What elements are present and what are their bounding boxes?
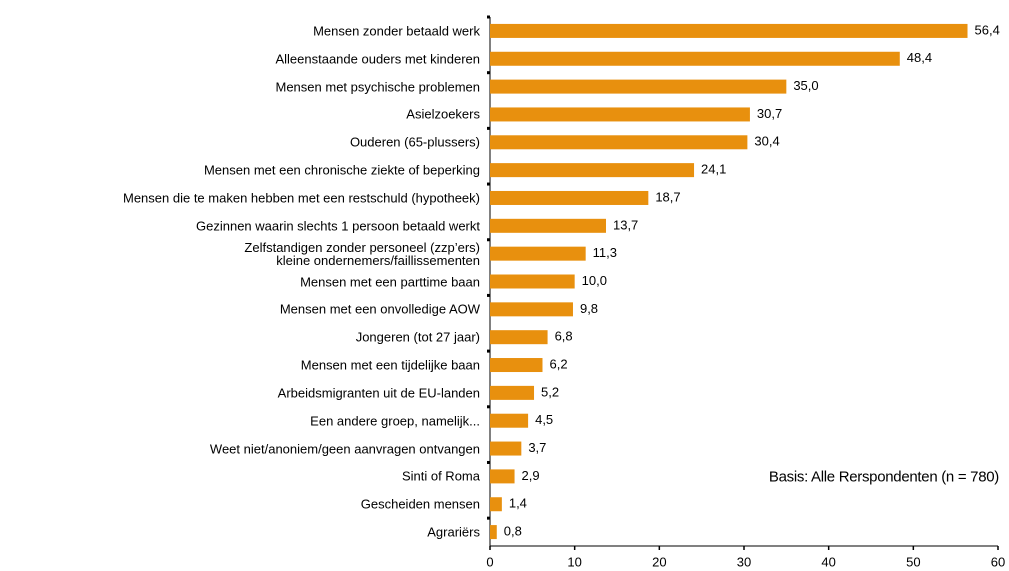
category-label: Gescheiden mensen — [360, 496, 480, 512]
category-label: Mensen met een chronische ziekte of bepe… — [203, 162, 480, 178]
category-label: Asielzoekers — [406, 106, 480, 122]
bar — [490, 330, 548, 345]
category-label: Sinti of Roma — [401, 468, 480, 484]
y-tick — [487, 293, 490, 297]
y-tick — [487, 15, 490, 19]
value-label: 6,2 — [549, 356, 567, 371]
value-label: 30,4 — [754, 134, 779, 149]
category-label: Mensen met een tijdelijke baan — [300, 357, 480, 373]
bar — [490, 79, 787, 94]
y-tick — [487, 182, 490, 186]
bar — [490, 497, 502, 512]
y-tick — [487, 238, 490, 242]
bar — [490, 525, 497, 540]
bar — [490, 190, 649, 205]
value-label: 48,4 — [907, 50, 932, 65]
category-label: Gezinnen waarin slechts 1 persoon betaal… — [196, 218, 480, 234]
value-label: 56,4 — [975, 22, 1000, 37]
x-tick-label: 30 — [737, 554, 751, 569]
category-label: Ouderen (65-plussers) — [349, 134, 480, 150]
bar — [490, 274, 575, 289]
category-label: Mensen met een parttime baan — [300, 274, 480, 289]
bar — [490, 51, 900, 66]
bar — [490, 246, 586, 261]
bar — [490, 358, 543, 373]
category-label: Arbeidsmigranten uit de EU-landen — [277, 385, 480, 401]
x-tick-label: 60 — [991, 554, 1005, 569]
value-label: 6,8 — [555, 329, 573, 344]
value-label: 9,8 — [580, 301, 598, 316]
y-tick — [487, 71, 490, 75]
value-label: 2,9 — [522, 468, 540, 483]
category-label: Zelfstandigen zonder personeel (zzp’ers)… — [244, 239, 480, 268]
bar — [490, 441, 522, 456]
y-tick — [487, 460, 490, 464]
value-label: 5,2 — [541, 384, 559, 399]
category-label: Alleenstaande ouders met kinderen — [275, 51, 480, 67]
value-label: 24,1 — [701, 162, 726, 177]
value-label: 4,5 — [535, 412, 553, 427]
value-label: 1,4 — [509, 496, 527, 511]
bar — [490, 163, 695, 178]
value-label: 30,7 — [757, 106, 782, 121]
bar — [490, 23, 968, 38]
y-tick — [487, 405, 490, 409]
category-label: Agrariërs — [427, 524, 480, 540]
bar — [490, 385, 535, 400]
bar — [490, 302, 573, 317]
annotation: Basis: Alle Rerspondenten (n = 780) — [768, 468, 999, 486]
value-label: 13,7 — [613, 217, 638, 232]
category-label: Mensen die te maken hebben met een rests… — [123, 190, 480, 206]
x-tick-label: 50 — [906, 554, 920, 569]
bar — [490, 135, 748, 150]
category-label: Mensen met psychische problemen — [275, 79, 481, 95]
value-label: 10,0 — [582, 273, 607, 288]
x-tick-label: 20 — [652, 554, 666, 569]
value-label: 0,8 — [504, 524, 522, 539]
category-label: Mensen met een onvolledige AOW — [279, 301, 480, 317]
value-label: 11,3 — [593, 245, 617, 260]
category-label: Mensen zonder betaald werk — [313, 23, 480, 39]
value-label: 35,0 — [793, 78, 818, 93]
x-tick-label: 10 — [567, 554, 581, 569]
x-tick-label: 40 — [821, 554, 835, 569]
bar — [490, 218, 606, 233]
value-label: 3,7 — [528, 440, 546, 455]
bar — [490, 413, 529, 428]
y-tick — [487, 349, 490, 353]
category-label: Jongeren (tot 27 jaar) — [355, 329, 480, 345]
y-tick — [487, 126, 490, 130]
value-label: 18,7 — [655, 189, 680, 204]
category-label: Weet niet/anoniem/geen aanvragen ontvang… — [209, 441, 480, 457]
bar — [490, 107, 750, 122]
x-tick-label: 0 — [486, 554, 493, 569]
category-label: Een andere groep, namelijk... — [310, 413, 480, 429]
y-tick — [487, 516, 490, 520]
bar — [490, 469, 515, 484]
